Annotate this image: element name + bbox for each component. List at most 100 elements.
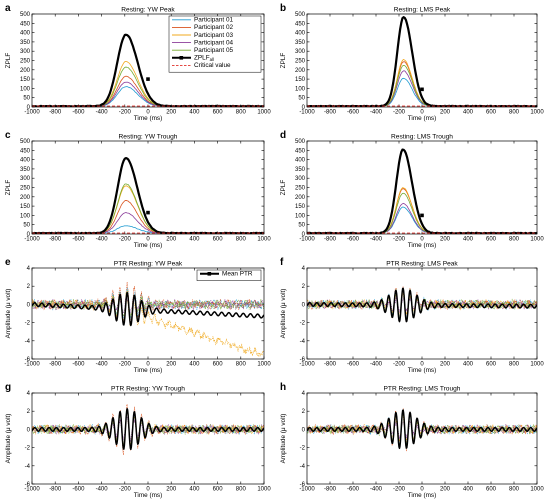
- series-line: [32, 156, 264, 234]
- x-tick-label: 400: [463, 237, 474, 243]
- x-tick-label: -600: [347, 237, 360, 243]
- y-tick-label: 150: [20, 77, 31, 83]
- series-line: [32, 290, 264, 317]
- x-tick-label: -200: [393, 362, 406, 368]
- panel-e: e PTR Resting: YW Peak Time (ms) Amplitude …: [5, 257, 271, 374]
- y-tick-label: 500: [20, 139, 31, 145]
- y-tick-label: 100: [295, 86, 306, 92]
- y-tick-label: 200: [20, 195, 31, 201]
- y-tick-label: -6: [25, 357, 31, 363]
- x-tick-label: 1000: [257, 237, 271, 243]
- y-tick-label: 50: [298, 223, 305, 229]
- y-tick-label: 4: [27, 266, 31, 272]
- x-tick-label: 400: [463, 487, 474, 493]
- x-tick-label: 0: [146, 237, 150, 243]
- x-tick-label: 1000: [530, 362, 544, 368]
- series-line: [307, 187, 537, 234]
- x-axis-label: Time (ms): [134, 492, 163, 499]
- x-tick-label: 200: [166, 237, 177, 243]
- zplf-marker: [420, 213, 424, 218]
- y-tick-label: 400: [295, 158, 306, 164]
- x-tick-label: -200: [393, 237, 406, 243]
- series-line: [32, 86, 264, 107]
- x-tick-label: 600: [213, 237, 224, 243]
- y-tick-label: 400: [20, 31, 31, 37]
- panel-letter: b: [280, 3, 286, 14]
- series-line: [32, 410, 264, 448]
- y-tick-label: 2: [302, 409, 306, 415]
- y-axis-label: Amplitude (μ volt): [5, 289, 12, 339]
- y-tick-label: 150: [20, 204, 31, 210]
- y-tick-label: 450: [20, 148, 31, 154]
- panel-letter: f: [280, 257, 284, 268]
- y-tick-label: -2: [25, 446, 31, 452]
- x-tick-label: -600: [72, 110, 85, 116]
- x-tick-label: 1000: [530, 237, 544, 243]
- x-tick-label: 1000: [257, 110, 271, 116]
- mean-line: [307, 287, 537, 323]
- x-tick-label: 400: [463, 362, 474, 368]
- x-tick-label: -800: [324, 487, 337, 493]
- y-tick-label: 150: [295, 77, 306, 83]
- y-tick-label: 450: [295, 148, 306, 154]
- mean-line: [32, 291, 264, 327]
- x-tick-label: -600: [347, 487, 360, 493]
- series-line: [307, 188, 537, 234]
- y-tick-label: 150: [295, 204, 306, 210]
- y-tick-label: -6: [300, 482, 306, 488]
- panel-letter: e: [5, 257, 11, 268]
- legend-entry: Participant 03: [194, 32, 234, 39]
- series-line: [307, 411, 537, 447]
- x-tick-label: -400: [96, 237, 109, 243]
- panel-f: f PTR Resting: LMS Peak Time (ms) Amplitude…: [280, 257, 544, 374]
- mean-line: [307, 409, 537, 450]
- y-tick-label: -6: [300, 357, 306, 363]
- y-tick-label: -2: [300, 446, 306, 452]
- x-tick-label: 800: [236, 237, 247, 243]
- x-tick-label: 200: [166, 362, 177, 368]
- legend-entry: Critical value: [194, 62, 231, 69]
- x-tick-label: 800: [509, 362, 520, 368]
- x-tick-label: 1000: [257, 362, 271, 368]
- y-tick-label: 200: [295, 195, 306, 201]
- x-axis-label: Time (ms): [408, 115, 437, 122]
- panel-letter: g: [5, 382, 11, 393]
- panel-d: d Resting: LMS Trough Time (ms) ZPLF -1000 -8…: [280, 130, 544, 249]
- y-tick-label: -4: [300, 339, 306, 345]
- x-tick-label: 600: [486, 362, 497, 368]
- series-line: [32, 294, 264, 315]
- legend-subscript: all: [210, 57, 214, 62]
- x-tick-label: 800: [509, 487, 520, 493]
- legend-entry: Participant 05: [194, 47, 234, 54]
- y-tick-label: 350: [295, 40, 306, 46]
- x-tick-label: 400: [463, 110, 474, 116]
- y-tick-label: 300: [20, 176, 31, 182]
- series-line: [32, 66, 264, 107]
- legend-entry: ZPLFall: [194, 55, 214, 63]
- axes-frame: [306, 13, 538, 108]
- legend-entry: Participant 04: [194, 39, 234, 46]
- x-tick-label: 200: [166, 487, 177, 493]
- y-tick-label: 0: [302, 302, 306, 308]
- x-tick-label: 0: [146, 110, 150, 116]
- zplf-marker: [420, 87, 424, 92]
- series-line: [32, 183, 264, 234]
- y-tick-label: 300: [295, 176, 306, 182]
- y-tick-label: 2: [27, 284, 31, 290]
- y-tick-label: 500: [295, 139, 306, 145]
- y-tick-label: 500: [295, 12, 306, 18]
- x-tick-label: 600: [486, 487, 497, 493]
- axes-frame: [306, 140, 538, 235]
- y-tick-label: 50: [23, 223, 30, 229]
- x-tick-label: -800: [49, 110, 62, 116]
- series-line: [307, 64, 537, 107]
- x-axis-label: Time (ms): [134, 367, 163, 374]
- y-tick-label: 100: [295, 213, 306, 219]
- axes-frame: [306, 392, 538, 485]
- x-tick-label: -1000: [299, 362, 315, 368]
- x-tick-label: 400: [189, 237, 200, 243]
- x-tick-label: -600: [347, 110, 360, 116]
- x-tick-label: -1000: [24, 110, 40, 116]
- y-tick-label: 0: [27, 302, 31, 308]
- x-axis-label: Time (ms): [408, 242, 437, 249]
